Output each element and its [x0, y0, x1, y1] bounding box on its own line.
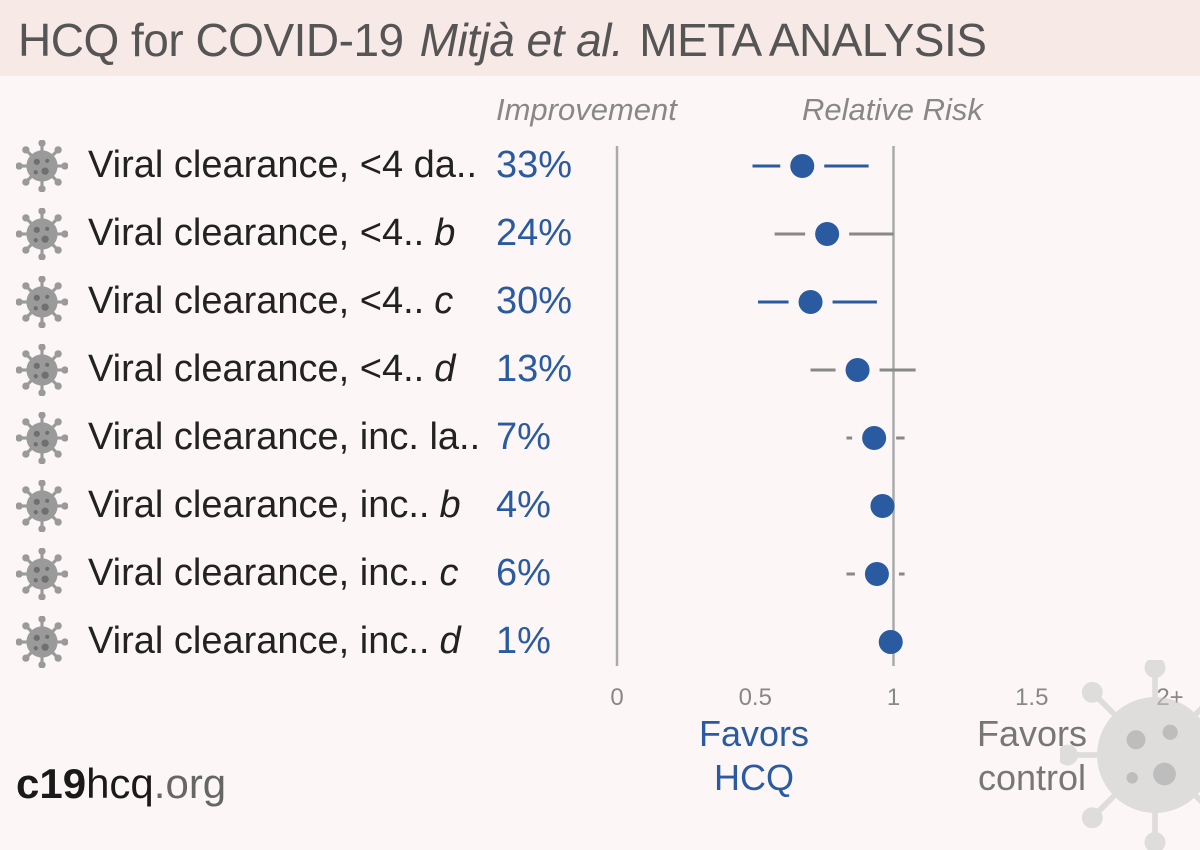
data-point: [878, 630, 903, 654]
outcome-label: Viral clearance, <4.. c: [88, 278, 453, 324]
data-point: [815, 222, 840, 246]
favors-control-line1: Favors: [976, 713, 1088, 754]
coronavirus-icon: [15, 615, 69, 669]
outcome-label-text: Viral clearance, inc. la..: [88, 416, 481, 458]
forest-plot-chart: 0 0.5 1 1.5 2+: [610, 146, 1184, 711]
outcome-label: Viral clearance, inc.. b: [88, 482, 461, 528]
table-row: Viral clearance, <4.. d 13%: [0, 340, 600, 400]
coronavirus-icon: [15, 479, 69, 533]
coronavirus-icon: [15, 343, 69, 397]
outcome-label-suffix: b: [434, 212, 456, 254]
improvement-value: 30%: [496, 280, 573, 322]
improvement-value: 1%: [496, 620, 551, 662]
favors-control-line2: control: [977, 757, 1087, 798]
relative-risk-column-header: Relative Risk: [802, 92, 983, 127]
page-title: HCQ for COVID-19 Mitjà et al. META ANALYSI…: [18, 12, 987, 68]
outcome-label-text: Viral clearance, inc..: [88, 620, 430, 662]
data-point: [862, 426, 887, 450]
outcome-label: Viral clearance, inc. la..: [88, 414, 490, 460]
header-bar: HCQ for COVID-19 Mitjà et al. META ANALYSI…: [0, 0, 1200, 76]
site-link-tld: .org: [153, 760, 227, 807]
outcome-label: Viral clearance, inc.. c: [88, 550, 458, 596]
improvement-value: 6%: [496, 552, 551, 594]
outcome-label: Viral clearance, <4 da..: [88, 142, 487, 188]
outcome-label-text: Viral clearance, <4..: [88, 348, 425, 390]
favors-hcq-line2: HCQ: [714, 757, 794, 798]
improvement-value: 24%: [496, 212, 573, 254]
outcome-label-text: Viral clearance, <4..: [88, 280, 425, 322]
data-point: [845, 358, 870, 382]
site-link[interactable]: c19hcq.org: [16, 758, 226, 810]
outcome-label-text: Viral clearance, inc..: [88, 552, 430, 594]
favors-hcq-label: Favors HCQ: [684, 712, 824, 800]
improvement-value: 13%: [496, 348, 573, 390]
outcome-label-text: Viral clearance, <4 da..: [88, 144, 478, 186]
table-row: Viral clearance, inc.. b 4%: [0, 476, 600, 536]
title-main: HCQ for COVID-19: [18, 14, 404, 66]
outcome-label-suffix: b: [439, 484, 461, 526]
table-row: Viral clearance, <4.. c 30%: [0, 272, 600, 332]
data-point: [798, 290, 823, 314]
data-point: [864, 562, 889, 586]
table-row: Viral clearance, inc.. c 6%: [0, 544, 600, 604]
outcome-label-text: Viral clearance, inc..: [88, 484, 430, 526]
x-tick-label: 0.5: [739, 684, 772, 711]
coronavirus-icon: [15, 411, 69, 465]
improvement-value: 4%: [496, 484, 551, 526]
x-tick-label: 1.5: [1015, 684, 1048, 711]
data-point: [790, 154, 815, 178]
table-row: Viral clearance, inc.. d 1%: [0, 612, 600, 672]
table-row: Viral clearance, <4.. b 24%: [0, 204, 600, 264]
data-point: [870, 494, 895, 518]
title-authors: Mitjà et al.: [419, 14, 624, 66]
coronavirus-icon: [15, 275, 69, 329]
outcome-label: Viral clearance, inc.. d: [88, 618, 461, 664]
outcome-label: Viral clearance, <4.. d: [88, 346, 455, 392]
site-link-mid: hcq: [86, 760, 154, 807]
coronavirus-icon: [15, 547, 69, 601]
outcome-label-suffix: c: [439, 552, 459, 594]
outcome-label-suffix: d: [434, 348, 456, 390]
outcome-label: Viral clearance, <4.. b: [88, 210, 455, 256]
table-row: Viral clearance, <4 da.. 33%: [0, 136, 600, 196]
title-suffix: META ANALYSIS: [639, 14, 987, 66]
x-tick-label: 0: [610, 684, 623, 711]
table-row: Viral clearance, inc. la.. 7%: [0, 408, 600, 468]
improvement-value: 33%: [496, 144, 573, 186]
favors-control-label: Favors control: [962, 712, 1102, 800]
outcome-label-text: Viral clearance, <4..: [88, 212, 425, 254]
improvement-value: 7%: [496, 416, 551, 458]
x-tick-label: 1: [887, 684, 900, 711]
outcome-label-suffix: c: [434, 280, 454, 322]
coronavirus-icon: [15, 139, 69, 193]
improvement-column-header: Improvement: [496, 92, 677, 127]
coronavirus-icon: [15, 207, 69, 261]
site-link-bold: c19: [16, 760, 87, 807]
outcome-label-suffix: d: [439, 620, 461, 662]
favors-hcq-line1: Favors: [698, 713, 810, 754]
